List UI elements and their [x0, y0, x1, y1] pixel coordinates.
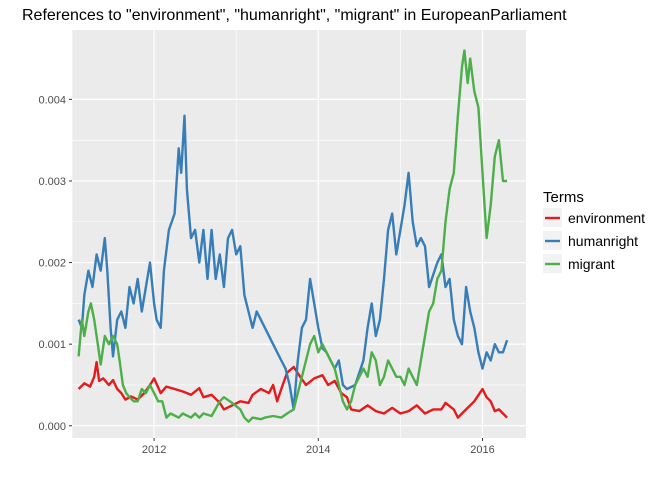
y-tick-label: 0.002: [38, 258, 66, 270]
grid-major: [72, 30, 526, 438]
legend-label-migrant: migrant: [568, 256, 615, 272]
x-axis: 2012 2014 2016: [142, 438, 495, 456]
y-tick-label: 0.003: [38, 176, 66, 188]
x-tick-label: 2014: [306, 444, 330, 456]
legend-title: Terms: [543, 189, 584, 206]
series-layer: [77, 49, 509, 423]
y-tick-label: 0.000: [38, 421, 66, 433]
legend-label-humanright: humanright: [568, 233, 638, 249]
x-tick-label: 2012: [142, 444, 166, 456]
y-tick-label: 0.001: [38, 339, 66, 351]
legend-items: environment humanright migrant: [543, 208, 645, 273]
series-line-migrant: [77, 49, 508, 423]
series-line-humanright: [77, 114, 509, 411]
legend: Terms environment humanright migrant: [543, 189, 645, 273]
x-tick-label: 2016: [470, 444, 494, 456]
plot-panel: [72, 30, 526, 438]
y-axis: 0.000 0.001 0.002 0.003 0.004: [38, 94, 72, 433]
legend-label-environment: environment: [568, 210, 645, 226]
y-tick-label: 0.004: [38, 94, 66, 106]
chart-title: References to "environment", "humanright…: [22, 7, 567, 24]
